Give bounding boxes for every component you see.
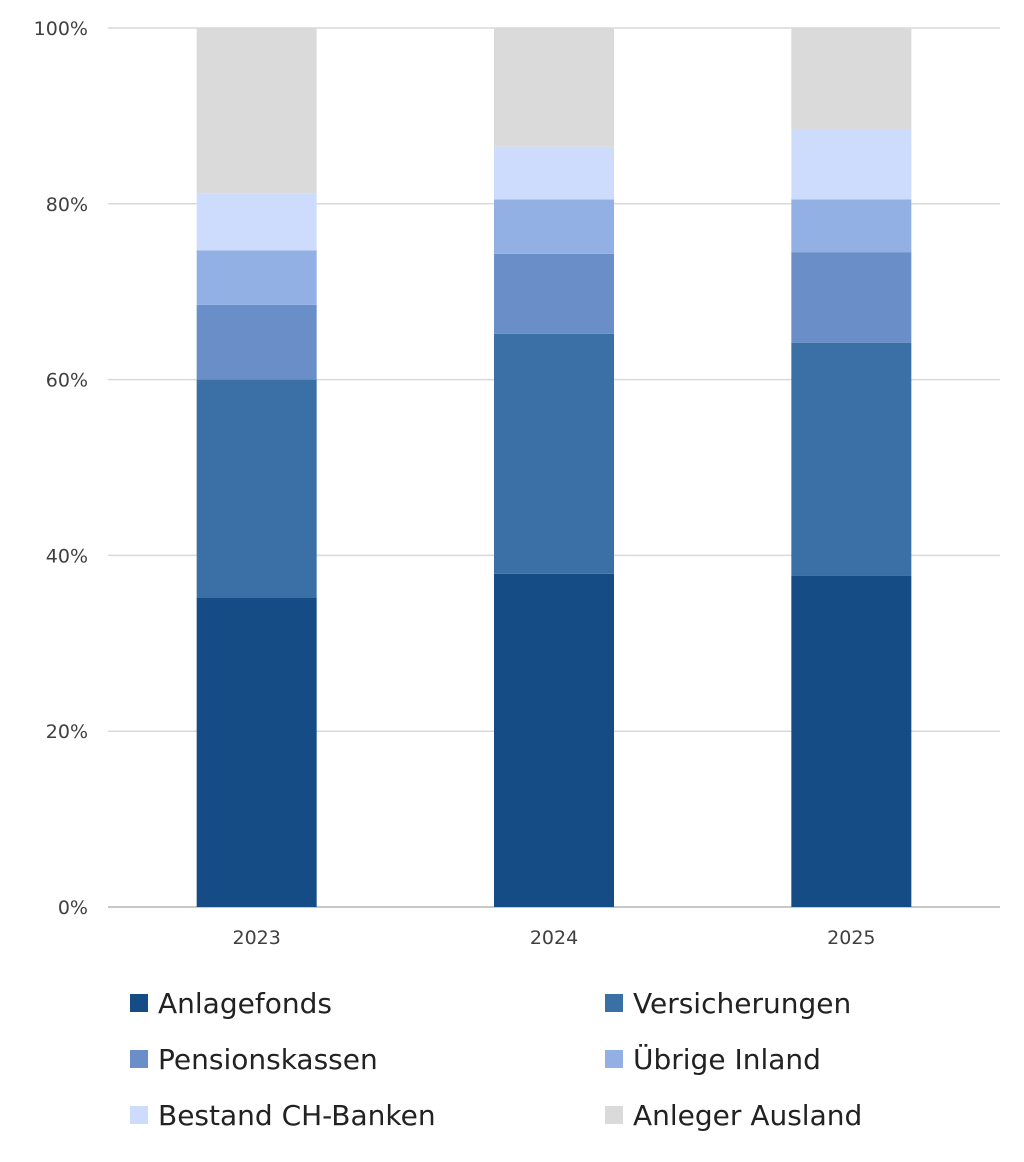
legend: Anlagefonds Versicherungen Pensionskasse… xyxy=(130,985,990,1133)
legend-item: Anlagefonds xyxy=(130,985,605,1021)
y-tick-label: 40% xyxy=(46,545,88,567)
y-tick-label: 0% xyxy=(58,897,88,919)
legend-swatch xyxy=(130,1050,148,1068)
bar-segment xyxy=(791,575,912,907)
bar-segment xyxy=(494,253,614,334)
bar-segment xyxy=(196,597,317,907)
y-tick-label: 60% xyxy=(46,370,88,392)
y-tick-label: 20% xyxy=(46,721,88,743)
bar-segment xyxy=(494,573,614,907)
bar-segment xyxy=(791,342,912,576)
legend-label: Pensionskassen xyxy=(158,1042,378,1076)
bar-segment xyxy=(494,28,614,147)
bar-segment xyxy=(494,199,614,254)
bar-segment xyxy=(196,250,317,305)
x-tick-label: 2023 xyxy=(232,927,280,949)
legend-label: Versicherungen xyxy=(633,986,852,1020)
legend-label: Anlagefonds xyxy=(158,986,332,1020)
bar-segment xyxy=(196,304,317,380)
legend-item: Anleger Ausland xyxy=(605,1097,990,1133)
legend-swatch xyxy=(605,1050,623,1068)
legend-label: Anleger Ausland xyxy=(633,1098,863,1132)
bar-segment xyxy=(494,333,614,574)
x-tick-label: 2025 xyxy=(827,927,875,949)
bar-segment xyxy=(791,252,912,343)
legend-swatch xyxy=(130,1106,148,1124)
legend-item: Bestand CH-Banken xyxy=(130,1097,605,1133)
bar-segment xyxy=(791,199,912,253)
bar-segment xyxy=(791,129,912,200)
bar-segment xyxy=(196,28,317,194)
legend-swatch xyxy=(130,994,148,1012)
stacked-bar-chart: 0% 20% 40% 60% 80% 100% 2023 2024 2025 xyxy=(34,18,1000,949)
bar-segment xyxy=(196,193,317,251)
legend-label: Bestand CH-Banken xyxy=(158,1098,436,1132)
y-tick-label: 80% xyxy=(46,194,88,216)
legend-swatch xyxy=(605,1106,623,1124)
bar-segment xyxy=(196,379,317,598)
legend-item: Versicherungen xyxy=(605,985,990,1021)
bar-segment xyxy=(494,146,614,200)
legend-label: Übrige Inland xyxy=(633,1042,821,1076)
y-tick-label: 100% xyxy=(34,18,88,40)
legend-item: Übrige Inland xyxy=(605,1041,990,1077)
legend-swatch xyxy=(605,994,623,1012)
bar-segment xyxy=(791,28,912,130)
legend-item: Pensionskassen xyxy=(130,1041,605,1077)
x-tick-label: 2024 xyxy=(530,927,578,949)
